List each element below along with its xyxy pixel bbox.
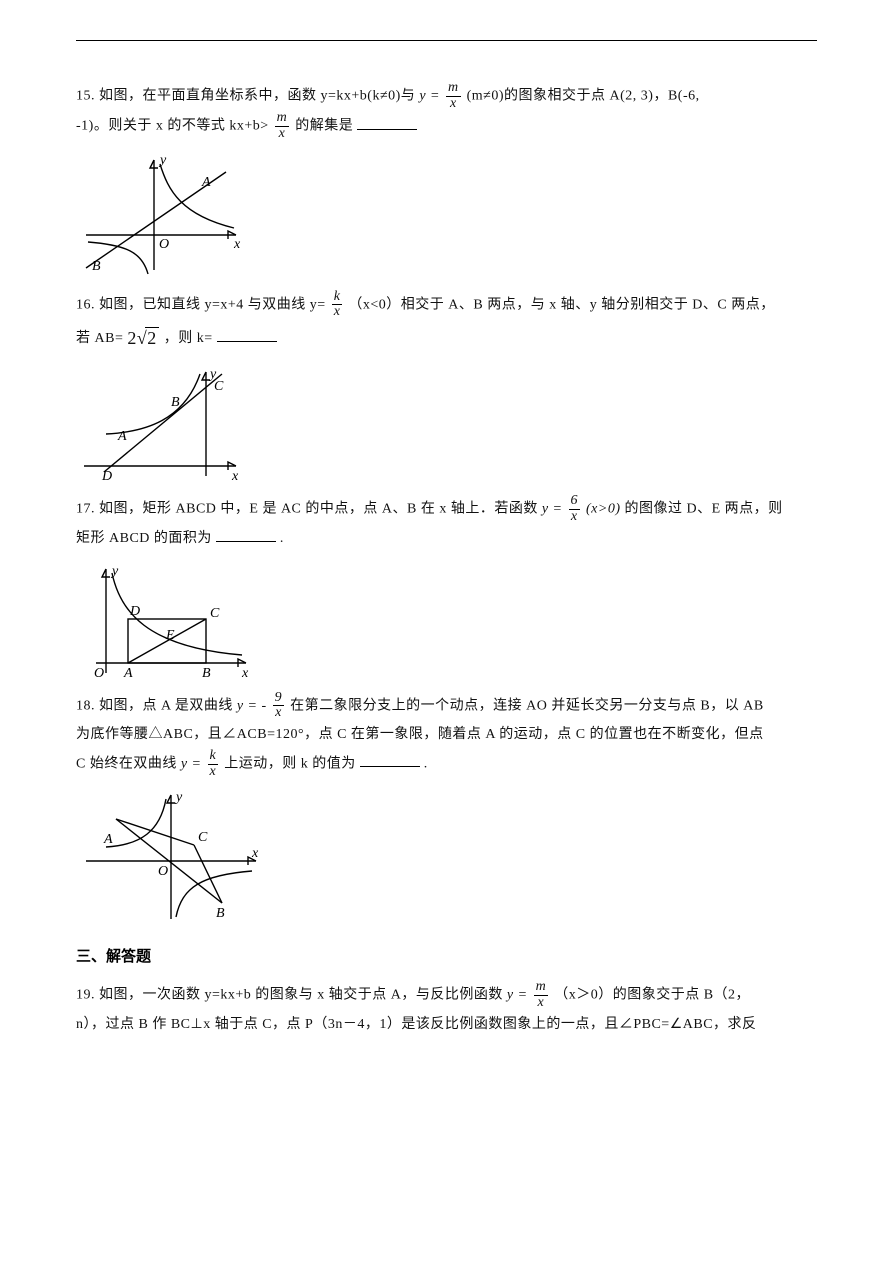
problem-number: 18. [76, 698, 95, 713]
fraction-k-over-x: k x [208, 749, 219, 779]
label-C: C [198, 830, 208, 845]
problem-number: 16. [76, 297, 95, 312]
problem-number: 15. [76, 88, 95, 103]
problem-number: 17. [76, 502, 95, 517]
label-A: A [201, 175, 211, 190]
label-B: B [92, 259, 101, 274]
eq-lhs: y = - [237, 698, 267, 713]
label-A: A [117, 429, 127, 444]
text: 为底作等腰△ABC，且∠ACB=120°，点 C 在第一象限，随着点 A 的运动… [76, 727, 764, 742]
eq-lhs: y = [181, 756, 206, 771]
fraction-k-over-x: k x [332, 290, 343, 320]
text: 如图，一次函数 y=kx+b 的图象与 x 轴交于点 A，与反比例函数 [99, 988, 507, 1003]
eq-lhs: y = [419, 88, 444, 103]
page: 15. 如图，在平面直角坐标系中，函数 y=kx+b(k≠0)与 y = m x… [0, 0, 893, 1087]
figure-17: y x O A B C D E [76, 561, 817, 681]
text: ，则 k= [164, 331, 213, 346]
text: -1)。则关于 x 的不等式 kx+b> [76, 119, 273, 134]
problem-19: 19. 如图，一次函数 y=kx+b 的图象与 x 轴交于点 A，与反比例函数 … [76, 980, 817, 1038]
label-B: B [202, 666, 211, 681]
problem-number: 19. [76, 988, 95, 1003]
label-O: O [94, 666, 104, 681]
label-C: C [210, 606, 220, 621]
text: . [280, 531, 284, 546]
answer-blank [217, 327, 277, 342]
eq-lhs: y = [542, 502, 567, 517]
label-A: A [103, 832, 113, 847]
text: 矩形 ABCD 的面积为 [76, 531, 212, 546]
answer-blank [360, 752, 420, 767]
label-y: y [158, 153, 167, 168]
text: . [424, 756, 428, 771]
text: 若 AB= [76, 331, 127, 346]
label-B: B [171, 395, 180, 410]
label-x: x [233, 237, 241, 252]
eq-cond: (x>0) [586, 502, 621, 517]
label-O: O [159, 237, 169, 252]
figure-15: y x O A B [76, 150, 817, 280]
label-x: x [241, 666, 249, 681]
text: （x<0）相交于 A、B 两点，与 x 轴、y 轴分别相交于 D、C 两点， [348, 297, 774, 312]
problem-15: 15. 如图，在平面直角坐标系中，函数 y=kx+b(k≠0)与 y = m x… [76, 81, 817, 142]
answer-blank [216, 527, 276, 542]
text: 如图，已知直线 y=x+4 与双曲线 y= [99, 297, 330, 312]
problem-18: 18. 如图，点 A 是双曲线 y = - 9 x 在第二象限分支上的一个动点，… [76, 691, 817, 780]
text: 在第二象限分支上的一个动点，连接 AO 并延长交另一分支与点 B，以 AB [290, 698, 764, 713]
figure-16: y x B C A D [76, 364, 817, 484]
problem-16: 16. 如图，已知直线 y=x+4 与双曲线 y= k x （x<0）相交于 A… [76, 290, 817, 356]
label-O: O [158, 864, 168, 879]
sqrt-expression: 2√2 [127, 328, 163, 348]
label-x: x [231, 469, 239, 484]
text: 的图像过 D、E 两点，则 [625, 502, 783, 517]
text: C 始终在双曲线 [76, 756, 181, 771]
fraction-m-over-x: m x [446, 81, 461, 111]
fraction-m-over-x: m x [275, 111, 290, 141]
label-C: C [214, 379, 224, 394]
text: （x＞0）的图象交于点 B（2， [554, 988, 750, 1003]
fraction-6-over-x: 6 x [569, 494, 581, 524]
label-B: B [216, 906, 225, 921]
problem-17: 17. 如图，矩形 ABCD 中，E 是 AC 的中点，点 A、B 在 x 轴上… [76, 494, 817, 552]
text: n），过点 B 作 BC⊥x 轴于点 C，点 P（3n－4，1）是该反比例函数图… [76, 1017, 757, 1032]
label-E: E [165, 628, 175, 643]
text: 的解集是 [295, 119, 353, 134]
text: 如图，在平面直角坐标系中，函数 y=kx+b(k≠0)与 [99, 88, 419, 103]
label-x: x [251, 846, 259, 861]
label-y: y [174, 790, 183, 805]
fraction-9-over-x: 9 x [273, 691, 285, 721]
answer-blank [357, 115, 417, 130]
text: 如图，矩形 ABCD 中，E 是 AC 的中点，点 A、B 在 x 轴上．若函数 [99, 502, 542, 517]
text: 如图，点 A 是双曲线 [99, 698, 237, 713]
label-D: D [101, 469, 112, 484]
section-3-heading: 三、解答题 [76, 945, 817, 966]
label-y: y [110, 564, 119, 579]
top-rule [76, 40, 817, 41]
fraction-m-over-x: m x [534, 980, 549, 1010]
label-D: D [129, 604, 140, 619]
text: (m≠0)的图象相交于点 A(2, 3)，B(-6, [467, 88, 700, 103]
label-A: A [123, 666, 133, 681]
eq-lhs: y = [507, 988, 532, 1003]
text: 上运动，则 k 的值为 [224, 756, 356, 771]
figure-18: y x O A C B [76, 787, 817, 927]
